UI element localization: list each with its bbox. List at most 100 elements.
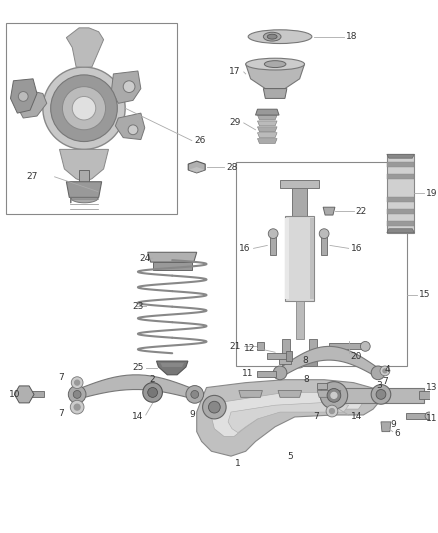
Text: 23: 23 <box>132 302 144 311</box>
Polygon shape <box>258 115 277 120</box>
Polygon shape <box>257 343 265 350</box>
Polygon shape <box>255 109 279 115</box>
Polygon shape <box>419 391 438 399</box>
Circle shape <box>383 369 387 373</box>
Polygon shape <box>387 221 414 226</box>
Ellipse shape <box>267 34 277 39</box>
Polygon shape <box>258 139 277 143</box>
Polygon shape <box>278 391 302 397</box>
Text: 20: 20 <box>350 352 362 361</box>
Polygon shape <box>309 338 317 363</box>
Circle shape <box>326 405 338 417</box>
Text: 5: 5 <box>287 451 293 461</box>
Circle shape <box>143 383 162 402</box>
Polygon shape <box>67 28 104 67</box>
Circle shape <box>72 96 96 120</box>
Text: 19: 19 <box>426 189 438 198</box>
Circle shape <box>191 391 199 398</box>
Ellipse shape <box>263 33 281 41</box>
Polygon shape <box>285 218 289 300</box>
Polygon shape <box>228 402 349 433</box>
Text: 1: 1 <box>235 459 241 469</box>
Text: 4: 4 <box>385 366 391 374</box>
Circle shape <box>273 366 287 379</box>
Text: 11: 11 <box>426 414 438 423</box>
Polygon shape <box>323 207 335 215</box>
Polygon shape <box>387 174 414 179</box>
Text: 18: 18 <box>346 32 357 41</box>
Circle shape <box>123 81 135 93</box>
Ellipse shape <box>265 61 286 68</box>
Circle shape <box>320 382 348 409</box>
Text: 7: 7 <box>59 408 64 417</box>
Polygon shape <box>11 79 37 113</box>
Circle shape <box>208 401 220 413</box>
Polygon shape <box>160 363 184 367</box>
Text: 12: 12 <box>244 344 255 353</box>
Text: 9: 9 <box>189 410 195 419</box>
Ellipse shape <box>246 58 304 70</box>
Text: 14: 14 <box>132 413 144 422</box>
Circle shape <box>75 380 80 385</box>
Polygon shape <box>156 361 188 375</box>
Polygon shape <box>15 88 47 118</box>
Circle shape <box>380 366 390 376</box>
Polygon shape <box>387 197 414 203</box>
Circle shape <box>128 125 138 135</box>
Text: 2: 2 <box>150 375 155 384</box>
Text: 11: 11 <box>242 369 254 378</box>
Polygon shape <box>258 127 277 132</box>
Circle shape <box>371 385 391 404</box>
Polygon shape <box>387 209 414 214</box>
Polygon shape <box>296 301 304 338</box>
Circle shape <box>148 387 158 397</box>
Polygon shape <box>329 343 364 349</box>
Circle shape <box>331 392 337 398</box>
Polygon shape <box>115 113 145 140</box>
Text: 7: 7 <box>314 413 319 422</box>
Text: 9: 9 <box>391 421 396 429</box>
Text: 10: 10 <box>9 390 20 399</box>
Circle shape <box>73 391 81 398</box>
Text: 17: 17 <box>230 68 241 76</box>
Polygon shape <box>24 391 44 397</box>
Polygon shape <box>317 383 327 389</box>
Polygon shape <box>77 375 195 399</box>
Text: 26: 26 <box>195 136 206 145</box>
Polygon shape <box>387 162 414 167</box>
Polygon shape <box>258 133 277 138</box>
Polygon shape <box>387 229 414 233</box>
Polygon shape <box>317 391 341 397</box>
Bar <box>6 23 177 214</box>
Polygon shape <box>246 64 304 88</box>
Text: 16: 16 <box>350 244 362 253</box>
Polygon shape <box>282 360 317 366</box>
Polygon shape <box>267 353 288 359</box>
Polygon shape <box>387 154 414 233</box>
Polygon shape <box>280 180 319 188</box>
Polygon shape <box>14 386 34 403</box>
Polygon shape <box>60 149 109 182</box>
Circle shape <box>18 92 28 101</box>
Polygon shape <box>280 346 378 378</box>
Polygon shape <box>387 154 414 158</box>
Polygon shape <box>67 182 102 197</box>
Text: 24: 24 <box>139 254 151 263</box>
Text: 15: 15 <box>419 290 431 299</box>
Circle shape <box>425 412 433 420</box>
Polygon shape <box>270 236 276 255</box>
Polygon shape <box>197 379 383 456</box>
Polygon shape <box>311 218 314 300</box>
Bar <box>236 162 407 366</box>
Polygon shape <box>334 387 424 403</box>
Text: 22: 22 <box>356 207 367 216</box>
Circle shape <box>437 391 438 400</box>
Text: 3: 3 <box>376 381 382 390</box>
Circle shape <box>203 395 226 419</box>
Circle shape <box>319 229 329 239</box>
Text: 8: 8 <box>304 375 309 384</box>
Polygon shape <box>111 71 141 103</box>
Circle shape <box>43 67 125 149</box>
Circle shape <box>70 400 84 414</box>
Circle shape <box>74 404 80 410</box>
